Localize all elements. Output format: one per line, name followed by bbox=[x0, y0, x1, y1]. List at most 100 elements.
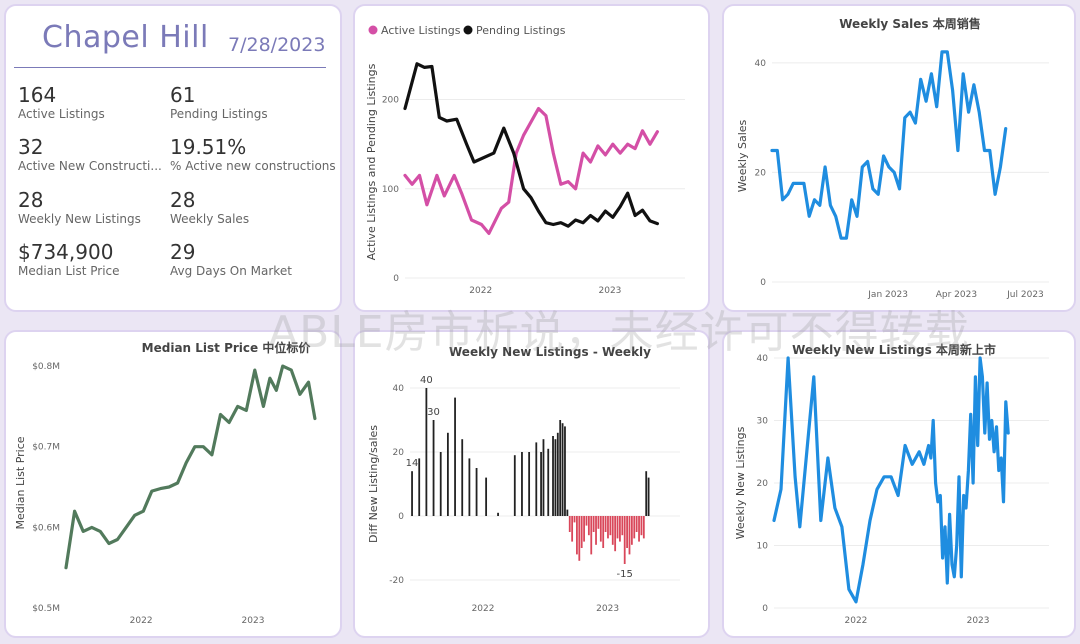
bar bbox=[468, 458, 471, 516]
bar bbox=[638, 516, 640, 542]
title-divider bbox=[14, 67, 326, 68]
kpi-active-new-construction: 32 Active New Constructi... bbox=[18, 136, 168, 174]
bar bbox=[604, 516, 607, 532]
x-tick-label: Jul 2023 bbox=[1006, 290, 1044, 300]
bar bbox=[633, 516, 636, 539]
y-axis-label: Median List Price bbox=[14, 436, 27, 529]
data-label: 14 bbox=[406, 458, 419, 469]
y-tick-label: 40 bbox=[393, 384, 405, 394]
bar bbox=[528, 452, 531, 516]
kpi-pending-listings: 61 Pending Listings bbox=[170, 84, 336, 122]
y-tick-label: 40 bbox=[755, 59, 767, 69]
bar bbox=[432, 420, 435, 516]
legend-marker bbox=[463, 25, 473, 35]
diff-listings-chart-panel: -20 0 20 40 2022 2023 Weekly New Listings - We… bbox=[353, 330, 710, 638]
bar bbox=[609, 516, 612, 536]
y-tick-label: 40 bbox=[757, 354, 769, 364]
kpi-pct-new-construction: 19.51% % Active new constructions bbox=[170, 136, 336, 174]
bar bbox=[578, 516, 581, 561]
bar bbox=[626, 516, 628, 548]
kpi-value: 28 bbox=[170, 188, 196, 212]
bar bbox=[571, 516, 574, 542]
series-line-pending-listings bbox=[403, 62, 659, 228]
y-axis-label: Weekly New Listings bbox=[734, 426, 747, 539]
bar bbox=[607, 516, 609, 539]
bar bbox=[647, 477, 650, 516]
data-label: 30 bbox=[427, 407, 440, 418]
bar bbox=[635, 516, 638, 532]
active-pending-chart-panel: 0 100 200 2022 2023 Active Listings and Pendi… bbox=[353, 4, 710, 312]
kpi-value: 32 bbox=[18, 135, 44, 159]
bar bbox=[454, 397, 456, 516]
bar bbox=[446, 432, 449, 516]
kpi-weekly-new-listings: 28 Weekly New Listings bbox=[18, 189, 168, 227]
kpi-label: Weekly Sales bbox=[170, 212, 250, 226]
kpi-value: $734,900 bbox=[18, 240, 114, 264]
x-tick-label: 2022 bbox=[472, 604, 495, 614]
bar bbox=[621, 516, 624, 536]
bar bbox=[602, 516, 605, 548]
y-tick-label: 0 bbox=[398, 512, 404, 522]
weekly-new-listings-chart: 0 10 20 30 40 2022 2023 Weekly New Listings 本周新… bbox=[734, 342, 1049, 626]
bar bbox=[564, 426, 566, 516]
median-price-chart-panel: $0.5M $0.6M $0.7M $0.8M 2022 2023 Median List … bbox=[4, 330, 342, 638]
bar bbox=[619, 516, 621, 542]
y-tick-label: -20 bbox=[389, 576, 404, 586]
bar bbox=[611, 516, 614, 545]
y-axis-label: Weekly Sales bbox=[736, 119, 749, 192]
y-axis-label: Active Listings and Pending Listings bbox=[365, 63, 378, 260]
bar bbox=[585, 516, 588, 526]
median-price-chart: $0.5M $0.6M $0.7M $0.8M 2022 2023 Median List … bbox=[14, 340, 317, 626]
bar bbox=[540, 452, 542, 516]
y-tick-label: 20 bbox=[393, 448, 405, 458]
y-tick-label: 0 bbox=[762, 604, 768, 614]
chart-title: Weekly Sales 本周销售 bbox=[839, 16, 981, 31]
active-pending-chart: 0 100 200 2022 2023 Active Listings and Pendi… bbox=[365, 24, 685, 296]
y-axis-label: Diff New Listing/sales bbox=[367, 425, 380, 543]
bar bbox=[566, 509, 569, 516]
bar bbox=[580, 516, 583, 548]
chart-title: Weekly New Listings 本周新上市 bbox=[792, 342, 996, 357]
bar bbox=[590, 516, 593, 555]
kpi-label: Median List Price bbox=[18, 264, 120, 278]
bar bbox=[595, 516, 597, 545]
kpi-median-list-price: $734,900 Median List Price bbox=[18, 241, 168, 279]
bar bbox=[547, 448, 550, 516]
bar bbox=[521, 452, 523, 516]
report-date: 7/28/2023 bbox=[228, 34, 326, 56]
bar bbox=[640, 516, 643, 536]
x-tick-label: 2023 bbox=[599, 286, 622, 296]
kpi-active-listings: 164 Active Listings bbox=[18, 84, 168, 122]
kpi-value: 61 bbox=[170, 83, 196, 107]
y-tick-label: $0.8M bbox=[32, 362, 60, 372]
x-tick-label: 2022 bbox=[469, 286, 492, 296]
chart-title: Weekly New Listings - Weekly bbox=[449, 345, 651, 359]
bar bbox=[439, 452, 442, 516]
y-tick-label: 30 bbox=[757, 417, 769, 427]
bar bbox=[559, 420, 562, 516]
bar bbox=[630, 516, 633, 545]
kpi-label: Active New Constructi... bbox=[18, 159, 162, 173]
kpi-label: % Active new constructions bbox=[170, 159, 336, 173]
legend-marker bbox=[368, 25, 378, 35]
bar bbox=[418, 458, 421, 516]
bar bbox=[411, 471, 413, 516]
bar bbox=[535, 442, 538, 516]
diff-listings-chart: -20 0 20 40 2022 2023 Weekly New Listings - We… bbox=[367, 345, 680, 614]
bar bbox=[552, 436, 554, 516]
bar bbox=[592, 516, 595, 532]
series-line-active-listings bbox=[403, 106, 659, 235]
kpi-avg-days-on-market: 29 Avg Days On Market bbox=[170, 241, 336, 279]
weekly-sales-chart: 0 20 40 Jan 2023 Apr 2023 Jul 2023 Weekly Sale… bbox=[736, 16, 1049, 300]
legend-label: Pending Listings bbox=[476, 24, 566, 37]
bar bbox=[425, 388, 428, 516]
legend-label: Active Listings bbox=[381, 24, 461, 37]
series-line bbox=[64, 364, 317, 570]
x-tick-label: 2022 bbox=[845, 616, 868, 626]
y-tick-label: $0.7M bbox=[32, 443, 60, 453]
y-tick-label: $0.5M bbox=[32, 604, 60, 614]
x-tick-label: 2023 bbox=[967, 616, 990, 626]
bar bbox=[616, 516, 619, 539]
y-tick-label: 0 bbox=[393, 274, 399, 284]
bar bbox=[461, 439, 464, 516]
